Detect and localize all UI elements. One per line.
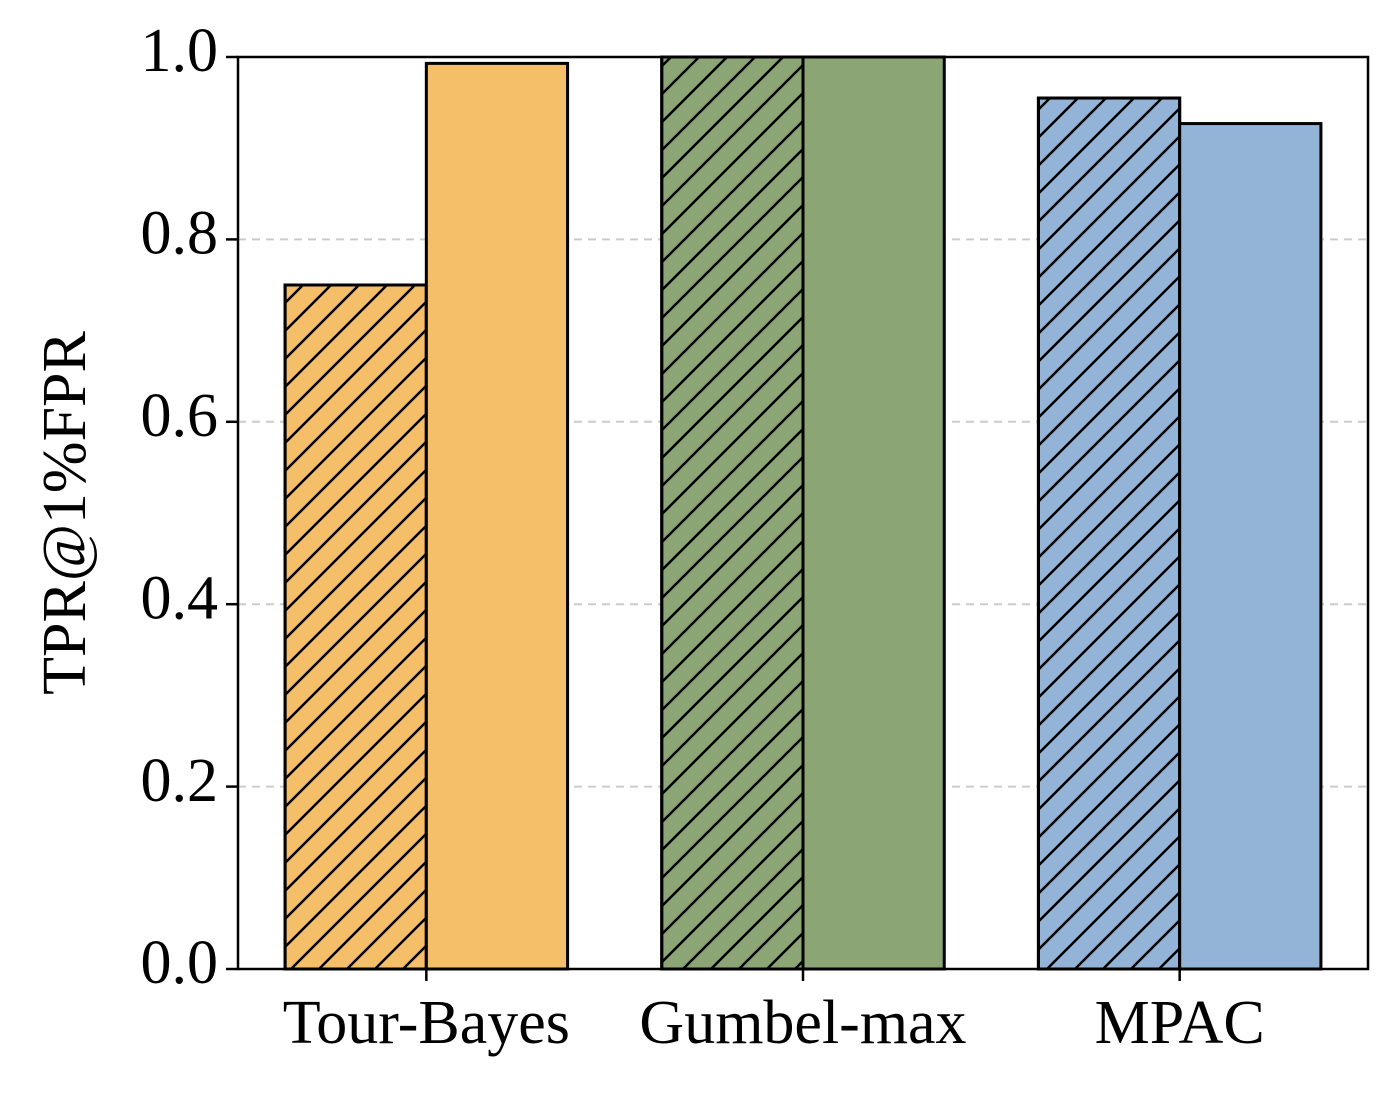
y-tick-label: 0.4 bbox=[141, 564, 219, 632]
bar-hatch bbox=[1036, 96, 1182, 971]
bar bbox=[801, 55, 946, 971]
y-tick-label: 0.6 bbox=[141, 382, 219, 450]
y-tick-label: 0.0 bbox=[141, 929, 219, 997]
y-tick-label: 0.8 bbox=[141, 200, 219, 268]
bar-hatch bbox=[660, 55, 805, 971]
bar-hatch bbox=[283, 283, 428, 971]
x-tick-label: MPAC bbox=[1095, 989, 1265, 1057]
x-tick-label: Gumbel-max bbox=[639, 989, 966, 1057]
bar bbox=[424, 61, 570, 971]
bar bbox=[1178, 122, 1323, 971]
y-tick-label: 1.0 bbox=[141, 17, 219, 85]
y-tick-label: 0.2 bbox=[141, 747, 219, 815]
y-axis-label: TPR@1%FPR bbox=[31, 330, 99, 694]
x-tick-label: Tour-Bayes bbox=[283, 989, 570, 1057]
